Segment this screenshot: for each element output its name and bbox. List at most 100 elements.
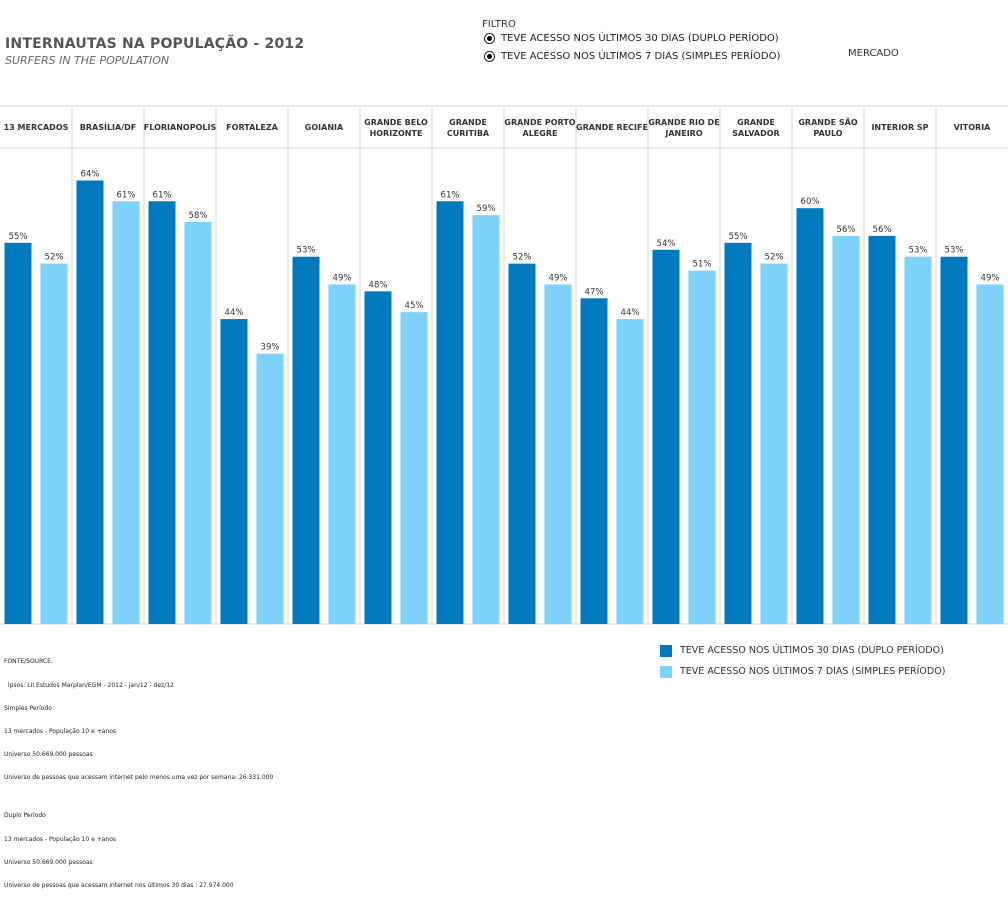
data-label: 53% (945, 246, 964, 256)
category-label: BRASÍLIA/DF (80, 121, 136, 132)
bar-7-days (616, 319, 644, 624)
filter-option-7-days-label: TEVE ACESSO NOS ÚLTIMOS 7 DIAS (SIMPLES … (501, 51, 781, 62)
category-label: GRANDE (449, 118, 487, 127)
data-label: 44% (621, 308, 640, 318)
data-label: 61% (441, 190, 460, 200)
bar-30-days (508, 263, 536, 624)
category-label: CURITIBA (447, 129, 490, 138)
source-line: 13 mercados - População 10 e +anos (4, 835, 117, 843)
category-label: FORTALEZA (226, 123, 278, 132)
source-notes: FONTE/SOURCE: Ipsos: LII Estudos Marplan… (4, 643, 273, 897)
bar-7-days (328, 284, 356, 624)
data-label: 51% (693, 260, 712, 270)
data-label: 45% (405, 301, 424, 311)
bar-30-days (580, 298, 608, 624)
source-line: FONTE/SOURCE: (4, 658, 53, 666)
category-label: JANEIRO (664, 129, 702, 138)
bar-30-days (724, 242, 752, 624)
source-line: Universo de pessoas que acessam internet… (4, 881, 234, 889)
bar-7-days (688, 270, 716, 624)
filter-option-30-days-label: TEVE ACESSO NOS ÚLTIMOS 30 DIAS (DUPLO P… (501, 33, 779, 44)
legend-item-30-days: TEVE ACESSO NOS ÚLTIMOS 30 DIAS (DUPLO P… (660, 640, 945, 661)
data-label: 58% (189, 211, 208, 221)
filter-label: FILTRO (482, 19, 516, 30)
chart-legend: TEVE ACESSO NOS ÚLTIMOS 30 DIAS (DUPLO P… (660, 640, 945, 682)
legend-swatch-7-days (660, 665, 672, 678)
bar-30-days (148, 201, 176, 624)
data-label: 53% (297, 246, 316, 256)
source-line: Universo 50.669.000 pessoas (4, 858, 93, 866)
bar-30-days (652, 249, 680, 624)
category-label: GRANDE RIO DE (648, 118, 719, 127)
bar-7-days (184, 222, 212, 624)
data-label: 59% (477, 204, 496, 214)
data-label: 56% (873, 225, 892, 235)
category-label: HORIZONTE (370, 129, 423, 138)
category-label: 13 MERCADOS (4, 123, 69, 132)
data-label: 64% (81, 169, 100, 179)
data-label: 54% (657, 239, 676, 249)
data-label: 52% (765, 253, 784, 263)
data-label: 47% (585, 287, 604, 297)
filter-option-30-days[interactable]: TEVE ACESSO NOS ÚLTIMOS 30 DIAS (DUPLO P… (484, 33, 779, 44)
category-label: FLORIANOPOLIS (144, 123, 217, 132)
data-label: 39% (261, 343, 280, 353)
category-label: PAULO (813, 129, 842, 138)
radio-selected-icon[interactable] (484, 51, 495, 62)
bar-7-days (544, 284, 572, 624)
bar-7-days (976, 284, 1004, 624)
bar-30-days (436, 201, 464, 624)
data-label: 53% (909, 246, 928, 256)
bar-30-days (220, 319, 248, 624)
data-label: 52% (45, 253, 64, 263)
data-label: 44% (225, 308, 244, 318)
page-title: INTERNAUTAS NA POPULAÇÃO - 2012 (5, 36, 305, 52)
source-line: Universo de pessoas que acessam internet… (4, 773, 274, 781)
bar-30-days (292, 256, 320, 624)
data-label: 52% (513, 253, 532, 263)
source-line: 13 mercados - População 10 e +anos (4, 727, 117, 735)
bar-30-days (940, 256, 968, 624)
page-subtitle: SURFERS IN THE POPULATION (5, 54, 170, 67)
bar-7-days (400, 312, 428, 624)
category-label: GRANDE SÃO (798, 117, 857, 127)
bar-7-days (760, 263, 788, 624)
bar-7-days (832, 235, 860, 625)
legend-label-7-days: TEVE ACESSO NOS ÚLTIMOS 7 DIAS (SIMPLES … (680, 666, 946, 677)
data-label: 55% (729, 232, 748, 242)
legend-item-7-days: TEVE ACESSO NOS ÚLTIMOS 7 DIAS (SIMPLES … (660, 661, 945, 682)
data-label: 61% (117, 190, 136, 200)
bar-7-days (472, 215, 500, 624)
filter-option-7-days[interactable]: TEVE ACESSO NOS ÚLTIMOS 7 DIAS (SIMPLES … (484, 51, 780, 62)
legend-label-30-days: TEVE ACESSO NOS ÚLTIMOS 30 DIAS (DUPLO P… (680, 645, 944, 656)
bar-7-days (40, 263, 68, 624)
data-label: 49% (333, 273, 352, 283)
radio-selected-icon[interactable] (484, 33, 495, 44)
source-line: Ipsos: LII Estudos Marplan/EGM - 2012 - … (4, 681, 174, 689)
data-label: 56% (837, 225, 856, 235)
bar-30-days (4, 242, 32, 624)
bar-7-days (256, 353, 284, 624)
category-label: GRANDE RECIFE (576, 123, 648, 132)
category-label: GRANDE (737, 118, 775, 127)
bar-30-days (76, 180, 104, 625)
category-label: GRANDE PORTO (504, 118, 575, 127)
category-label: INTERIOR SP (871, 123, 928, 132)
category-label: SALVADOR (732, 129, 779, 138)
data-label: 48% (369, 280, 388, 290)
source-line: Duplo Período (4, 812, 46, 820)
legend-swatch-30-days (660, 644, 672, 657)
data-label: 55% (9, 232, 28, 242)
bar-7-days (112, 201, 140, 624)
data-label: 49% (549, 273, 568, 283)
category-label: GOIANIA (305, 123, 344, 132)
category-label: ALEGRE (523, 129, 558, 138)
bar-chart: 13 MERCADOS 55% 52% BRASÍLIA/DF 64% 61% FLORIA… (0, 105, 1008, 625)
category-label: GRANDE BELO (364, 118, 428, 127)
source-line: Simples Período (4, 704, 52, 712)
data-label: 61% (153, 190, 172, 200)
data-label: 49% (981, 273, 1000, 283)
bar-30-days (796, 208, 824, 624)
bar-30-days (364, 291, 392, 624)
market-selector[interactable]: MERCADO (848, 48, 899, 59)
